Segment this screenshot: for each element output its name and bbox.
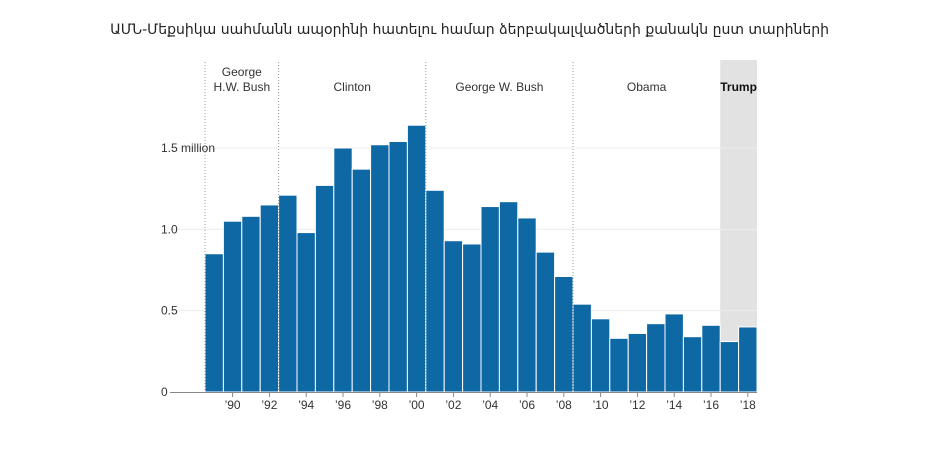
- y-tick-label: 0.5: [161, 304, 178, 318]
- y-tick-label: 1.0: [161, 222, 178, 236]
- bar: [646, 323, 666, 393]
- bar: [406, 124, 427, 393]
- bar: [370, 144, 390, 393]
- bar: [462, 243, 482, 393]
- x-tick-label: ’14: [666, 398, 682, 412]
- bar: [480, 206, 500, 393]
- bar: [517, 217, 537, 393]
- x-tick-label: ’04: [482, 398, 498, 412]
- x-tick-label: ’92: [261, 398, 277, 412]
- bar: [627, 332, 648, 393]
- x-tick-label: ’00: [409, 398, 425, 412]
- bar: [351, 168, 372, 393]
- era-label: George: [222, 65, 262, 79]
- bar: [590, 318, 611, 393]
- era-label: George W. Bush: [455, 80, 543, 94]
- chart-title: ԱՄՆ-Մեքսիկա սահմանն ապօրինի հատելու համա…: [110, 22, 829, 38]
- x-tick-label: ’02: [445, 398, 461, 412]
- x-tick-label: ’10: [593, 398, 609, 412]
- x-tick-label: ’96: [335, 398, 351, 412]
- bar: [314, 184, 335, 393]
- bar: [719, 341, 740, 393]
- x-tick-label: ’06: [519, 398, 535, 412]
- x-tick-label: ’08: [556, 398, 572, 412]
- bar: [664, 313, 684, 393]
- x-tick-label: ’18: [740, 398, 756, 412]
- era-label: H.W. Bush: [213, 80, 270, 94]
- y-tick-label: 0: [161, 385, 168, 399]
- era-label: Obama: [627, 80, 667, 94]
- bar: [204, 253, 224, 393]
- bar: [241, 215, 261, 393]
- bar: [443, 240, 464, 393]
- bar: [388, 140, 408, 393]
- bar: [554, 276, 574, 393]
- bar: [682, 336, 703, 393]
- x-tick-label: ’16: [703, 398, 719, 412]
- bar: [259, 204, 280, 393]
- x-tick-label: ’94: [298, 398, 314, 412]
- era-label: Clinton: [334, 80, 371, 94]
- bar: [498, 201, 519, 393]
- bar: [333, 147, 353, 393]
- bar: [296, 232, 316, 393]
- bar: [222, 220, 243, 393]
- bar: [535, 251, 556, 393]
- bar: [609, 337, 629, 393]
- x-tick-label: ’12: [629, 398, 645, 412]
- bar: [738, 326, 758, 393]
- x-tick-label: ’98: [372, 398, 388, 412]
- y-tick-label: 1.5 million: [161, 141, 215, 155]
- bar: [425, 189, 445, 393]
- bar: [701, 324, 721, 393]
- bar: [572, 303, 592, 393]
- era-label: Trump: [720, 80, 757, 94]
- bar: [278, 194, 298, 393]
- x-tick-label: ’90: [225, 398, 241, 412]
